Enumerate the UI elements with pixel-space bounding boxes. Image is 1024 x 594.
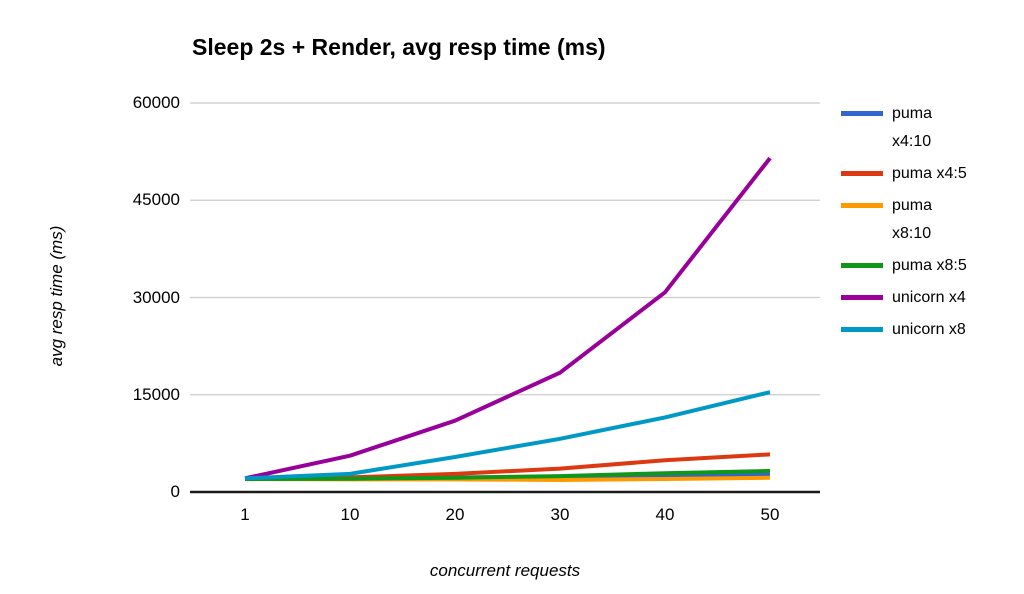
legend-label-unicorn-x4: unicorn x4 (892, 289, 966, 306)
y-tick-label-30000: 30000 (132, 287, 180, 307)
legend-item-unicorn-x8: unicorn x8 (841, 316, 1021, 344)
legend-item-puma-x8-5: puma x8:5 (841, 252, 1021, 280)
x-tick-label-20: 20 (445, 505, 465, 524)
x-tick-label-1: 1 (240, 505, 250, 524)
legend-swatch-puma-x4-10 (841, 111, 883, 116)
y-tick-label-60000: 60000 (132, 93, 180, 112)
series-line-unicorn-x8 (244, 390, 771, 481)
x-tick-label-40: 40 (655, 505, 675, 524)
legend-label-puma-x8-10: puma x8:10 (892, 197, 933, 242)
x-axis-title: concurrent requests (429, 561, 581, 580)
chart-legend: puma x4:10 puma x4:5 puma x8:10 puma x8:5 unic… (841, 100, 1021, 348)
legend-item-puma-x4-5: puma x4:5 (841, 160, 1021, 188)
legend-swatch-puma-x8-10 (841, 203, 883, 208)
series-line-unicorn-x4 (244, 156, 772, 481)
series-line-puma-x8-5 (244, 468, 771, 482)
x-tick-label-30: 30 (550, 505, 570, 524)
legend-item-puma-x4-10: puma x4:10 (841, 100, 1021, 156)
legend-label-unicorn-x8: unicorn x8 (892, 321, 966, 338)
legend-swatch-unicorn-x8 (841, 327, 883, 332)
x-tick-label-10: 10 (340, 505, 360, 524)
x-tick-label-50: 50 (760, 505, 780, 524)
legend-label-puma-x8-5: puma x8:5 (892, 257, 967, 274)
legend-swatch-unicorn-x4 (841, 295, 883, 300)
legend-item-unicorn-x4: unicorn x4 (841, 284, 1021, 312)
chart-title: Sleep 2s + Render, avg resp time (ms) (192, 34, 606, 60)
y-tick-label-0: 0 (170, 482, 180, 501)
y-tick-label-15000: 15000 (132, 384, 180, 404)
y-tick-label-45000: 45000 (132, 190, 180, 210)
legend-label-puma-x4-10: puma x4:10 (892, 105, 933, 150)
legend-item-puma-x8-10: puma x8:10 (841, 192, 1021, 248)
legend-label-puma-x4-5: puma x4:5 (892, 165, 967, 182)
legend-swatch-puma-x8-5 (841, 263, 883, 268)
y-axis-title: avg resp time (ms) (47, 225, 66, 367)
legend-swatch-puma-x4-5 (841, 171, 883, 176)
